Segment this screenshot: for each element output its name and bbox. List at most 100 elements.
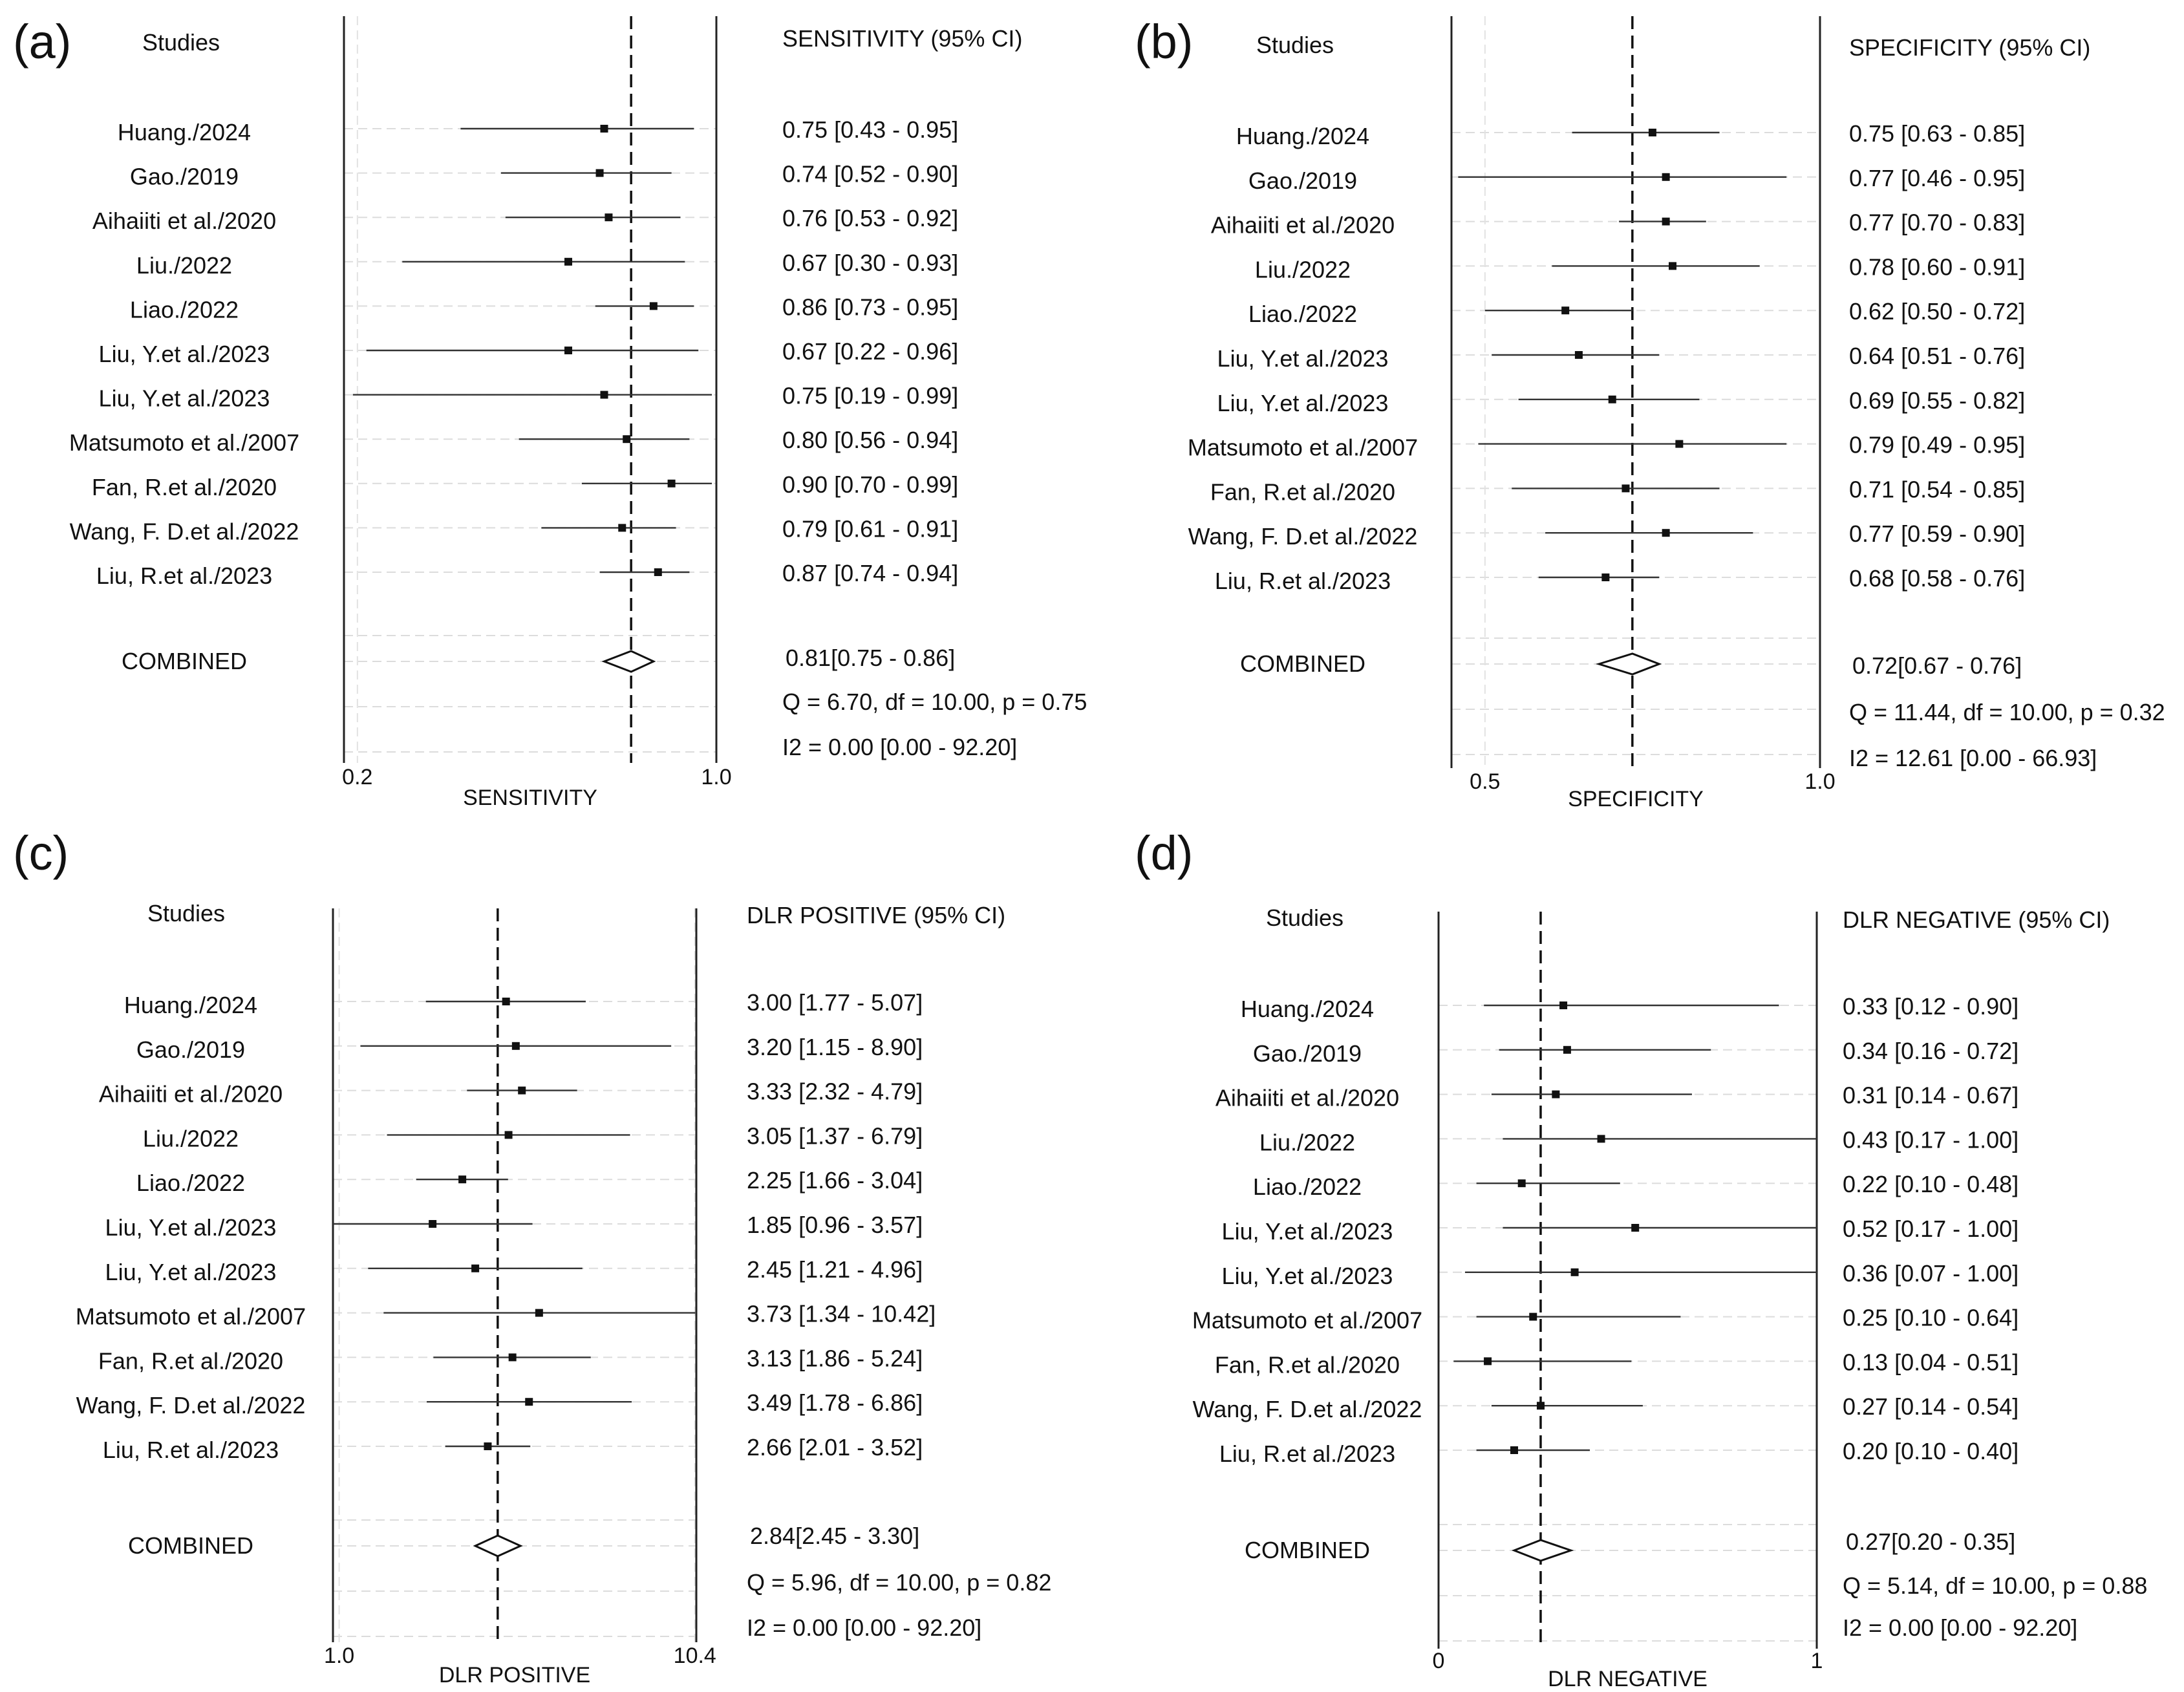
study-label: Matsumoto et al./2007 [1188, 434, 1418, 461]
heterogeneity-stat: I2 = 0.00 [0.00 - 92.20] [782, 734, 1017, 760]
study-label: Liu, Y.et al./2023 [105, 1259, 277, 1285]
x-tick-label: 1.0 [1804, 769, 1835, 794]
point-estimate [1648, 129, 1656, 136]
study-value: 3.73 [1.34 - 10.42] [747, 1301, 936, 1327]
study-value: 3.00 [1.77 - 5.07] [747, 989, 923, 1016]
combined-value: 0.72[0.67 - 0.76] [1852, 652, 2022, 679]
x-tick-label: 10.4 [674, 1644, 716, 1668]
study-label: Gao./2019 [130, 164, 239, 190]
study-value: 0.86 [0.73 - 0.95] [782, 294, 958, 320]
value-header: DLR NEGATIVE (95% CI) [1843, 906, 2110, 933]
heterogeneity-stat: I2 = 12.61 [0.00 - 66.93] [1849, 745, 2097, 771]
study-value: 0.67 [0.22 - 0.96] [782, 338, 958, 365]
point-estimate [564, 347, 572, 354]
study-value: 0.68 [0.58 - 0.76] [1849, 565, 2025, 592]
study-label: Huang./2024 [1236, 123, 1369, 149]
study-label: Liu, Y.et al./2023 [99, 341, 270, 367]
point-estimate [1601, 573, 1610, 581]
point-estimate [605, 213, 613, 222]
x-tick-label: 0.2 [342, 765, 372, 789]
x-axis-label: DLR POSITIVE [439, 1663, 590, 1687]
study-value: 0.31 [0.14 - 0.67] [1843, 1082, 2018, 1109]
point-estimate [1597, 1135, 1605, 1143]
heterogeneity-stat: Q = 5.14, df = 10.00, p = 0.88 [1843, 1572, 2147, 1599]
point-estimate [667, 479, 676, 487]
point-estimate [458, 1175, 467, 1184]
studies-header: Studies [142, 29, 220, 56]
x-axis-label: DLR NEGATIVE [1548, 1667, 1708, 1691]
study-label: Wang, F. D.et al./2022 [1188, 523, 1418, 550]
point-estimate [508, 1353, 517, 1362]
study-value: 3.20 [1.15 - 8.90] [747, 1034, 923, 1060]
study-value: 0.27 [0.14 - 0.54] [1843, 1393, 2018, 1420]
study-value: 0.36 [0.07 - 1.00] [1843, 1260, 2018, 1287]
point-estimate [649, 302, 658, 310]
point-estimate [518, 1086, 526, 1095]
study-label: Liu, Y.et al./2023 [1217, 345, 1389, 372]
combined-label: COMBINED [1240, 650, 1365, 677]
combined-label: COMBINED [1245, 1537, 1370, 1563]
point-estimate [471, 1264, 480, 1272]
study-value: 0.22 [0.10 - 0.48] [1843, 1171, 2018, 1197]
point-estimate [511, 1042, 520, 1050]
combined-value: 2.84[2.45 - 3.30] [750, 1523, 919, 1549]
study-value: 0.13 [0.04 - 0.51] [1843, 1349, 2018, 1375]
point-estimate [1552, 1090, 1560, 1098]
point-estimate [1484, 1357, 1492, 1365]
point-estimate [1536, 1402, 1545, 1410]
point-estimate [1517, 1179, 1526, 1188]
combined-label: COMBINED [122, 648, 247, 674]
point-estimate [535, 1309, 543, 1317]
study-value: 0.34 [0.16 - 0.72] [1843, 1038, 2018, 1064]
studies-header: Studies [1266, 905, 1344, 931]
study-value: 2.25 [1.66 - 3.04] [747, 1167, 923, 1194]
study-label: Huang./2024 [118, 119, 251, 145]
study-value: 3.13 [1.86 - 5.24] [747, 1345, 923, 1371]
point-estimate [1622, 484, 1630, 493]
study-value: 0.76 [0.53 - 0.92] [782, 205, 958, 231]
studies-header: Studies [147, 900, 225, 926]
point-estimate [1669, 262, 1676, 270]
study-label: Liu, R.et al./2023 [96, 562, 272, 589]
study-label: Liao./2022 [1253, 1173, 1362, 1200]
study-label: Fan, R.et al./2020 [1210, 478, 1395, 505]
point-estimate [1574, 351, 1583, 359]
study-label: Liu, R.et al./2023 [1219, 1440, 1395, 1467]
study-value: 0.25 [0.10 - 0.64] [1843, 1305, 2018, 1331]
heterogeneity-stat: Q = 6.70, df = 10.00, p = 0.75 [782, 689, 1087, 715]
study-value: 2.66 [2.01 - 3.52] [747, 1434, 923, 1461]
value-header: SPECIFICITY (95% CI) [1849, 34, 2090, 61]
combined-diamond [473, 1534, 523, 1558]
study-label: Matsumoto et al./2007 [69, 429, 299, 456]
study-label: Gao./2019 [1253, 1040, 1362, 1067]
study-value: 0.64 [0.51 - 0.76] [1849, 343, 2025, 369]
x-tick-label: 1 [1811, 1649, 1823, 1673]
study-label: Liao./2022 [130, 296, 239, 323]
study-label: Liu./2022 [1255, 256, 1351, 283]
study-value: 0.79 [0.49 - 0.95] [1849, 432, 2025, 458]
study-label: Gao./2019 [136, 1036, 245, 1063]
point-estimate [1675, 440, 1684, 448]
studies-header: Studies [1256, 32, 1334, 58]
value-header: SENSITIVITY (95% CI) [782, 25, 1022, 52]
study-label: Fan, R.et al./2020 [1215, 1351, 1400, 1378]
panel-letter: (a) [13, 15, 71, 69]
x-tick-label: 1.0 [701, 765, 731, 789]
x-axis-label: SENSITIVITY [463, 786, 597, 810]
study-label: Aihaiiti et al./2020 [1215, 1085, 1399, 1111]
combined-diamond [601, 650, 656, 673]
study-label: Fan, R.et al./2020 [98, 1347, 283, 1374]
study-value: 0.52 [0.17 - 1.00] [1843, 1215, 2018, 1242]
combined-value: 0.27[0.20 - 0.35] [1846, 1528, 2015, 1555]
point-estimate [504, 1131, 513, 1139]
point-estimate [1608, 395, 1616, 403]
study-value: 3.49 [1.78 - 6.86] [747, 1389, 923, 1416]
study-value: 0.75 [0.19 - 0.99] [782, 383, 958, 409]
point-estimate [1662, 217, 1670, 226]
combined-value: 0.81[0.75 - 0.86] [786, 645, 955, 671]
study-label: Wang, F. D.et al./2022 [76, 1392, 306, 1419]
point-estimate [1559, 1001, 1568, 1009]
study-value: 0.69 [0.55 - 0.82] [1849, 387, 2025, 414]
x-tick-label: 0.5 [1470, 769, 1500, 794]
point-estimate [1561, 306, 1570, 315]
